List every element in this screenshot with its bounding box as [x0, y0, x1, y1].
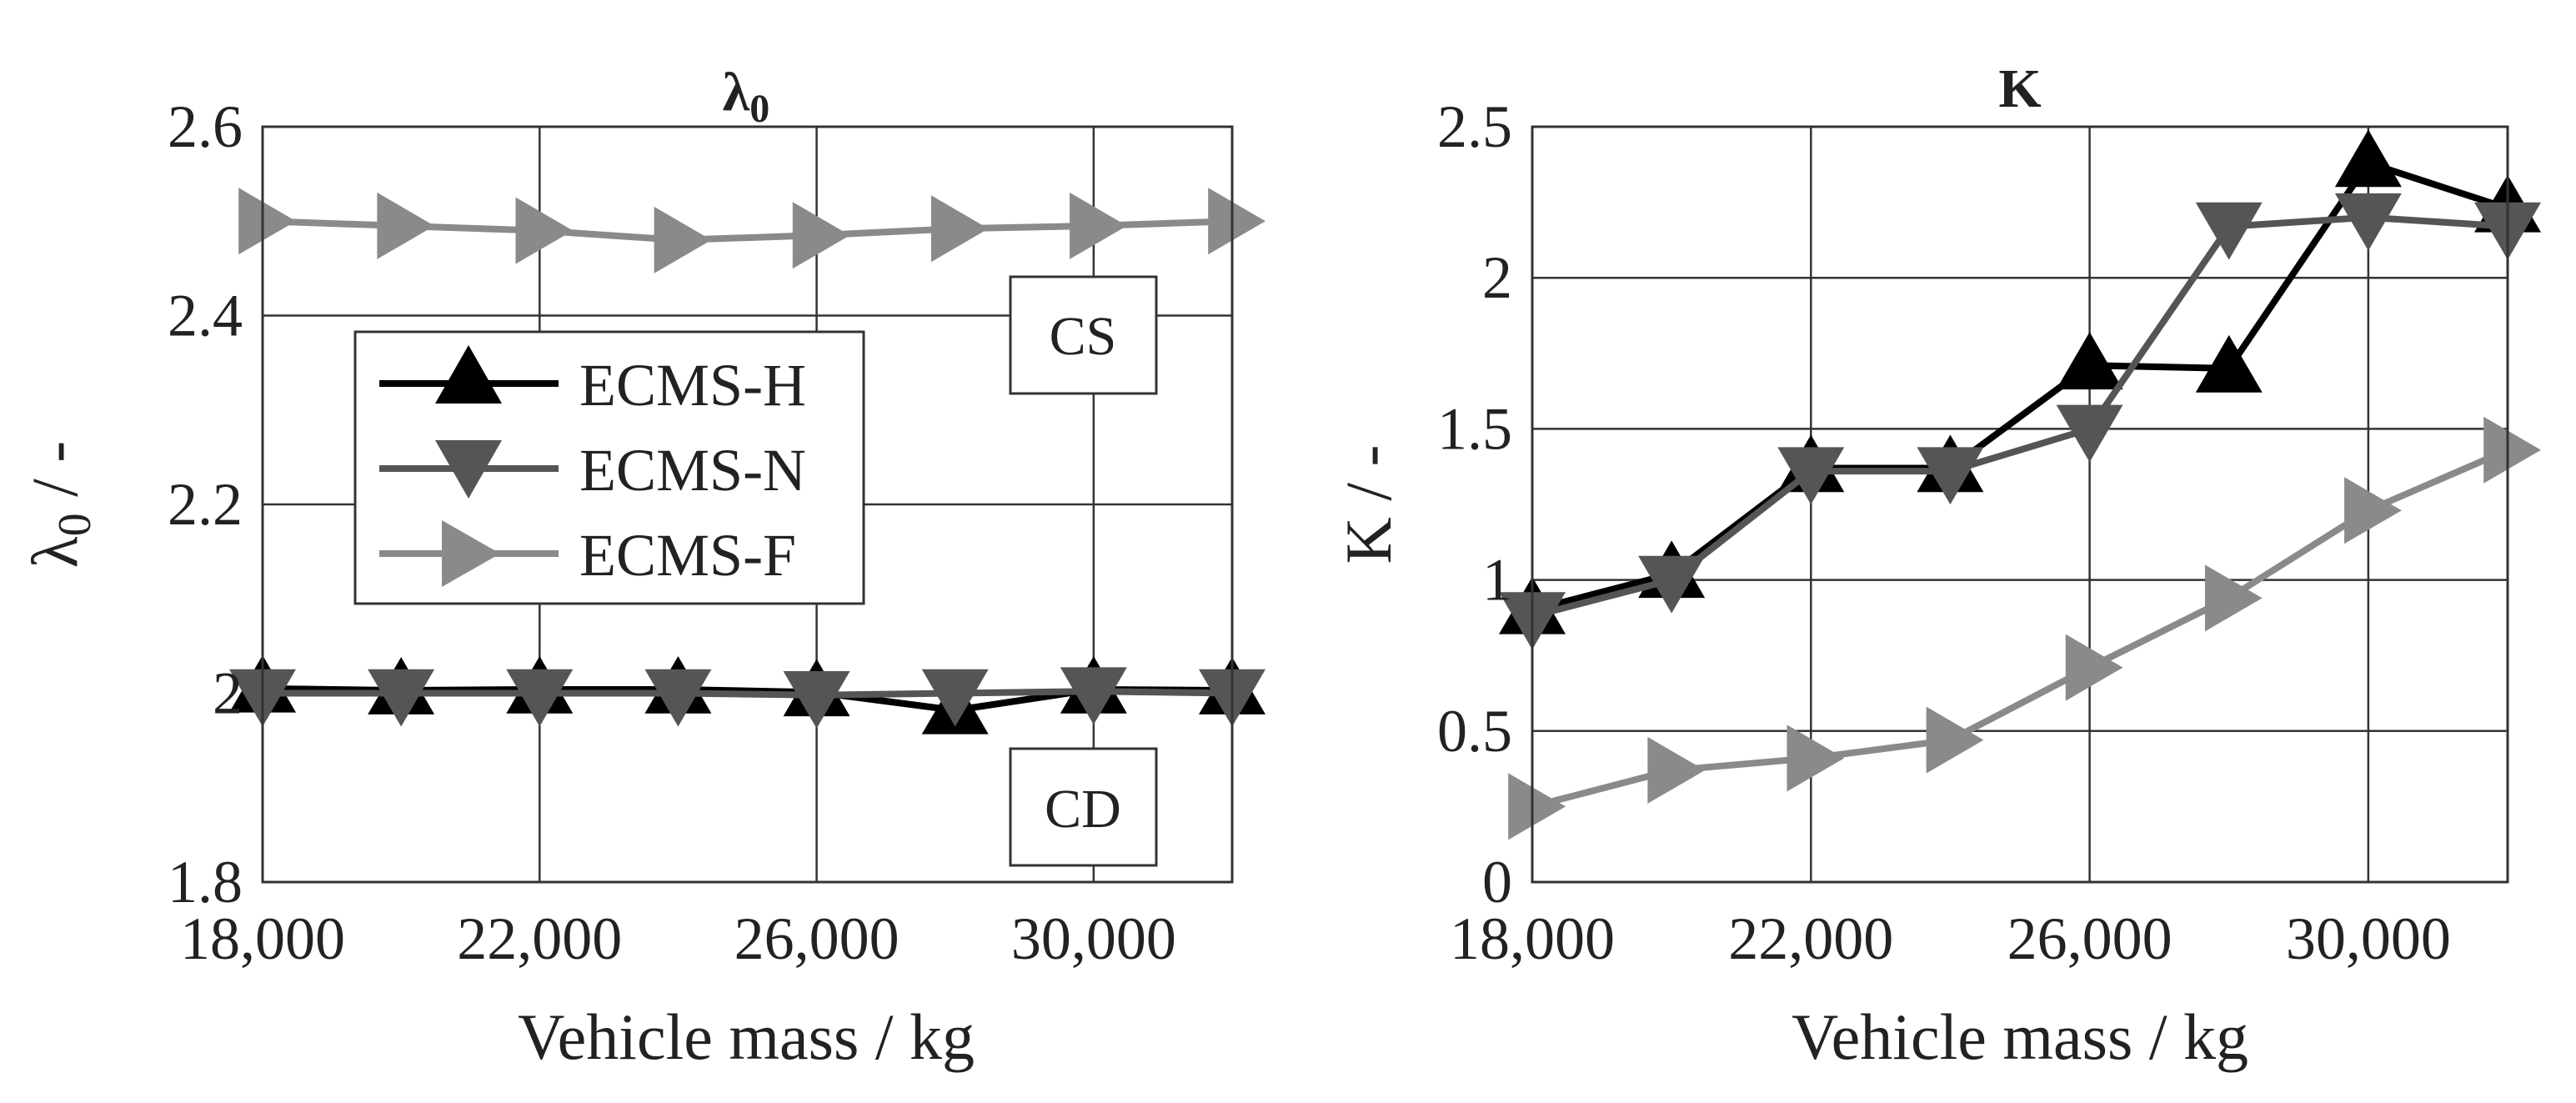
- y-tick-label: 2: [213, 660, 243, 727]
- marker-ecms-f: [2204, 564, 2263, 632]
- y-tick-label: 2: [1482, 244, 1512, 311]
- y-tick-label: 0.5: [1437, 698, 1512, 765]
- x-axis-label: Vehicle mass / kg: [518, 1000, 975, 1073]
- x-tick-label: 26,000: [734, 905, 900, 972]
- annotation-cd-box: [1009, 747, 1158, 867]
- marker-ecms-n: [2334, 193, 2402, 251]
- y-axis-label: λ0 / -: [18, 441, 101, 568]
- marker-ecms-f: [2483, 416, 2541, 484]
- y-tick-label: 2.2: [168, 471, 243, 538]
- marker-ecms-h: [2334, 129, 2402, 188]
- annotation-cs-box: [1009, 275, 1158, 395]
- y-tick-label: 2.5: [1437, 93, 1512, 160]
- y-tick-label: 1.5: [1437, 395, 1512, 462]
- marker-ecms-n: [1060, 667, 1127, 725]
- marker-ecms-h: [2195, 334, 2263, 393]
- marker-ecms-f: [1647, 736, 1706, 804]
- chart-title: K: [1998, 58, 2041, 119]
- marker-ecms-n: [644, 669, 712, 727]
- marker-ecms-n: [2195, 202, 2263, 260]
- k-chart: 18,000 22,000 26,000 30,000 0 0.5 1 1.5 2 2.5 K V…: [1332, 58, 2541, 1073]
- lambda0-chart: 18,000 22,000 26,000 30,000 1.8 2 2.2 2.4 2.6 λ0…: [18, 62, 1265, 1073]
- marker-ecms-f: [1926, 706, 1984, 774]
- series-line-ecms-n: [263, 688, 1233, 699]
- marker-ecms-n: [2056, 404, 2123, 463]
- y-tick-label: 1: [1482, 547, 1512, 614]
- y-tick-label: 0: [1482, 849, 1512, 915]
- marker-ecms-f: [238, 188, 296, 255]
- chart-title: λ0: [723, 62, 769, 131]
- series-layer: [1499, 129, 2541, 840]
- marker-ecms-f: [930, 195, 989, 263]
- legend-marker-ecms-n: [435, 440, 502, 499]
- marker-ecms-h: [2056, 332, 2123, 390]
- x-axis-label: Vehicle mass / kg: [1792, 1000, 2248, 1073]
- legend-marker-ecms-h: [435, 345, 502, 404]
- legend-item-ecms-h: ECMS-H: [379, 345, 806, 419]
- marker-ecms-n: [506, 669, 574, 727]
- annotation-cd: CD: [1009, 747, 1158, 867]
- legend-label-ecms-h: ECMS-H: [579, 352, 806, 419]
- marker-ecms-n: [1638, 555, 1706, 614]
- annotation-cd-text: CD: [1045, 779, 1121, 840]
- marker-ecms-f: [654, 206, 712, 273]
- marker-ecms-f: [1508, 773, 1566, 840]
- y-tick-label: 1.8: [168, 849, 243, 915]
- plot-frame: [1531, 125, 2509, 884]
- marker-ecms-f: [515, 197, 574, 264]
- x-tick-label: 18,000: [1450, 905, 1615, 972]
- tick-labels: 18,000 22,000 26,000 30,000 0 0.5 1 1.5 2 2.5: [1437, 93, 2451, 972]
- marker-ecms-f: [2065, 634, 2123, 701]
- legend-label-ecms-f: ECMS-F: [579, 522, 796, 589]
- legend-item-ecms-n: ECMS-N: [379, 437, 806, 504]
- marker-ecms-f: [377, 192, 435, 259]
- marker-ecms-f: [1208, 188, 1265, 255]
- x-tick-label: 18,000: [180, 905, 345, 972]
- y-axis-label: K / -: [1332, 445, 1405, 564]
- marker-ecms-f: [1070, 192, 1127, 259]
- marker-ecms-n: [1777, 447, 1845, 505]
- tick-labels: 18,000 22,000 26,000 30,000 1.8 2 2.2 2.4 2.6: [168, 93, 1176, 972]
- legend-marker-ecms-f: [442, 520, 500, 587]
- legend-item-ecms-f: ECMS-F: [379, 520, 796, 589]
- y-tick-label: 2.4: [168, 283, 243, 349]
- x-tick-label: 30,000: [2286, 905, 2451, 972]
- legend: ECMS-H ECMS-N ECMS-F: [353, 330, 865, 605]
- y-tick-label: 2.6: [168, 93, 243, 160]
- marker-ecms-n: [921, 669, 989, 727]
- marker-ecms-f: [1787, 724, 1845, 792]
- marker-ecms-f: [2344, 477, 2402, 544]
- marker-ecms-n: [368, 669, 435, 727]
- series-layer: [229, 188, 1265, 734]
- marker-ecms-f: [792, 202, 850, 269]
- marker-ecms-n: [1917, 447, 1984, 505]
- legend-label-ecms-n: ECMS-N: [579, 437, 806, 504]
- x-tick-label: 22,000: [1728, 905, 1893, 972]
- annotation-cs-text: CS: [1050, 306, 1117, 367]
- marker-ecms-n: [783, 670, 850, 729]
- x-tick-label: 22,000: [457, 905, 622, 972]
- x-tick-label: 26,000: [2007, 905, 2173, 972]
- x-tick-label: 30,000: [1011, 905, 1176, 972]
- plot-frame: [261, 125, 1234, 884]
- annotation-cs: CS: [1009, 275, 1158, 395]
